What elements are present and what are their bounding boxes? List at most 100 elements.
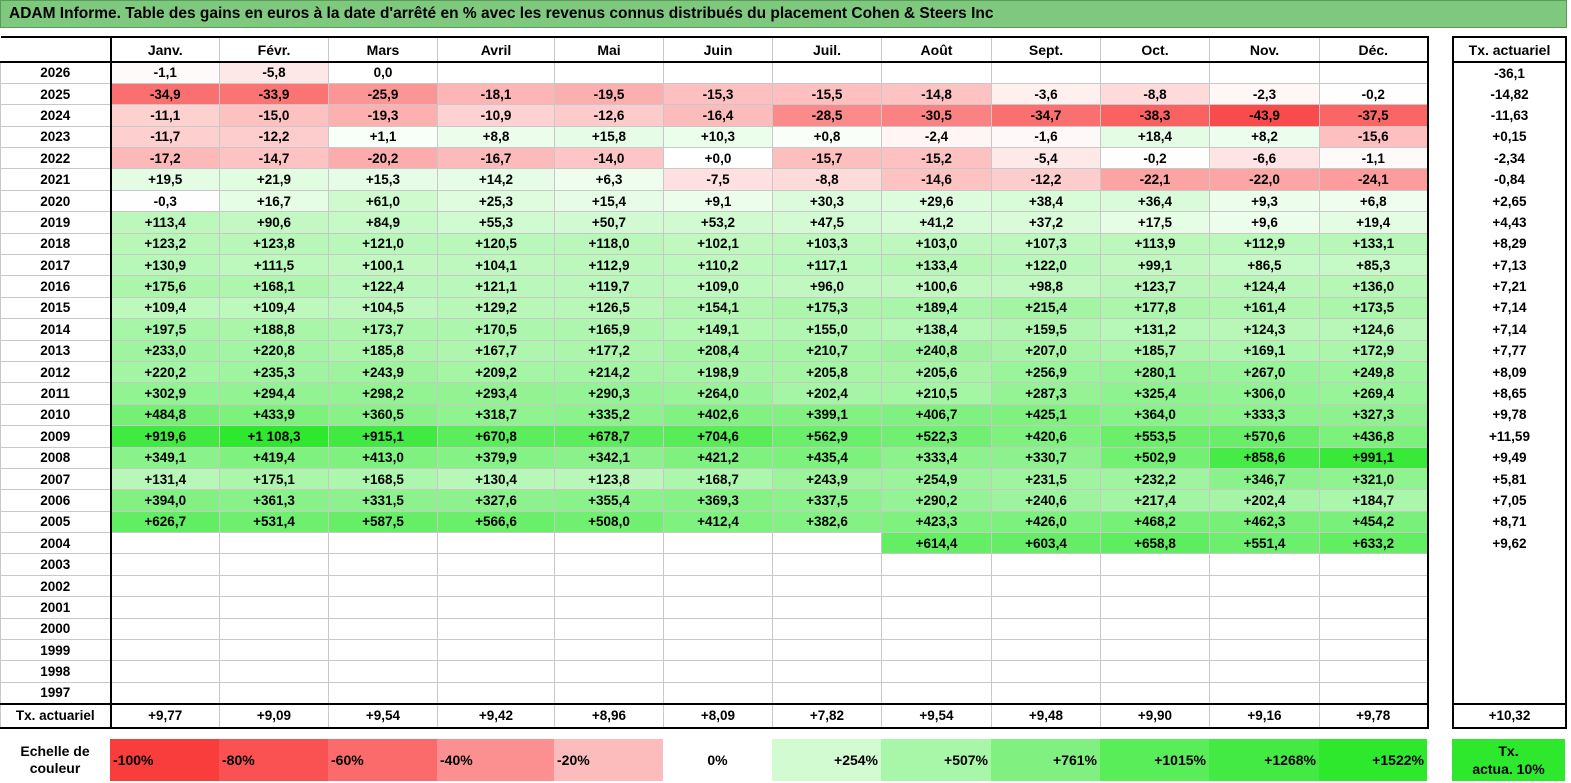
gain-cell bbox=[1100, 61, 1210, 84]
gain-cell bbox=[881, 681, 992, 705]
gain-cell bbox=[663, 574, 773, 598]
tx-legend-line1: Tx. bbox=[1498, 743, 1519, 759]
gain-cell bbox=[991, 617, 1101, 641]
gain-cell: +9,3 bbox=[1209, 189, 1320, 213]
year-label: 2013 bbox=[0, 339, 111, 362]
gain-cell: +122,0 bbox=[991, 254, 1101, 277]
gain-cell: +435,4 bbox=[772, 446, 882, 469]
year-label: 2020 bbox=[0, 189, 111, 213]
gain-cell: +436,8 bbox=[1319, 425, 1429, 448]
gain-cell bbox=[219, 574, 329, 598]
gain-cell: -1,1 bbox=[1319, 147, 1429, 170]
year-label: 2001 bbox=[0, 596, 111, 619]
gain-cell: +30,3 bbox=[772, 189, 882, 213]
gain-cell: -1,1 bbox=[109, 61, 220, 84]
gain-cell: +209,2 bbox=[437, 360, 555, 384]
gain-cell bbox=[772, 617, 882, 641]
color-scale-step: -100% bbox=[110, 739, 219, 781]
gain-cell bbox=[881, 553, 992, 576]
gain-cell: +406,7 bbox=[881, 403, 992, 427]
footer-rate-cell: +9,54 bbox=[881, 702, 992, 729]
gain-cell: +96,0 bbox=[772, 275, 882, 298]
gain-cell: +41,2 bbox=[881, 211, 992, 234]
gain-cell: +14,2 bbox=[437, 168, 555, 191]
gain-cell: +177,2 bbox=[554, 339, 664, 362]
gain-cell bbox=[109, 660, 220, 683]
gain-cell: -5,8 bbox=[219, 61, 329, 84]
gain-cell bbox=[663, 532, 773, 555]
gain-cell: +207,0 bbox=[991, 339, 1101, 362]
gain-cell: +240,8 bbox=[881, 339, 992, 362]
gain-cell: +111,5 bbox=[219, 254, 329, 277]
gain-cell: +169,1 bbox=[1209, 339, 1320, 362]
table-row: 2022 -17,2 -14,7 -20,2 -16,7 -14,0 +0,0 -15,7 -1… bbox=[0, 147, 1429, 170]
year-label: 2026 bbox=[0, 61, 111, 84]
color-scale-step: 0% bbox=[663, 739, 772, 781]
actuarial-rate-cell: +8,09 bbox=[1452, 361, 1567, 383]
gain-cell: +37,2 bbox=[991, 211, 1101, 234]
gain-cell bbox=[991, 639, 1101, 662]
gain-cell: +402,6 bbox=[663, 403, 773, 427]
gain-cell: -15,2 bbox=[881, 147, 992, 170]
gain-cell: +124,3 bbox=[1209, 318, 1320, 341]
gain-cell: +9,6 bbox=[1209, 211, 1320, 234]
gain-cell bbox=[1319, 596, 1429, 619]
gain-cell: +167,7 bbox=[437, 339, 555, 362]
gain-cell: +210,7 bbox=[772, 339, 882, 362]
gain-cell: +107,3 bbox=[991, 232, 1101, 256]
actuarial-rate-cell bbox=[1452, 553, 1567, 576]
gain-cell: -15,0 bbox=[219, 104, 329, 127]
year-label: 1998 bbox=[0, 660, 111, 683]
gain-cell bbox=[1319, 681, 1429, 705]
year-label: 2010 bbox=[0, 403, 111, 427]
gain-cell: +369,3 bbox=[663, 489, 773, 512]
table-row: 2013 +233,0 +220,8 +185,8 +167,7 +177,2 +208,4… bbox=[0, 339, 1429, 362]
gain-cell: +633,2 bbox=[1319, 532, 1429, 555]
gain-cell: -19,3 bbox=[328, 104, 438, 127]
gain-cell: -20,2 bbox=[328, 147, 438, 170]
gain-cell: -12,2 bbox=[219, 125, 329, 149]
table-row: 2006 +394,0 +361,3 +331,5 +327,6 +355,4 +369,3… bbox=[0, 489, 1429, 512]
gain-cell bbox=[1100, 681, 1210, 705]
year-label: 2003 bbox=[0, 553, 111, 576]
gain-cell bbox=[1100, 660, 1210, 683]
gain-cell: +454,2 bbox=[1319, 510, 1429, 534]
gain-cell: +302,9 bbox=[109, 382, 220, 405]
color-scale-step: +1522% bbox=[1319, 739, 1427, 781]
gain-cell: +915,1 bbox=[328, 425, 438, 448]
color-scale-label-line2: couleur bbox=[29, 760, 81, 776]
color-scale-step: +507% bbox=[881, 739, 991, 781]
table-row: 2019 +113,4 +90,6 +84,9 +55,3 +50,7 +53,2 +47,5… bbox=[0, 211, 1429, 234]
table-row: 2000 bbox=[0, 617, 1429, 641]
gain-cell bbox=[1209, 596, 1320, 619]
year-label: 2008 bbox=[0, 446, 111, 469]
gain-cell bbox=[437, 681, 555, 705]
gain-cell bbox=[328, 596, 438, 619]
gain-cell bbox=[663, 681, 773, 705]
footer-rate-cell: +9,90 bbox=[1100, 702, 1210, 729]
gain-cell bbox=[772, 660, 882, 683]
table-row: 2012 +220,2 +235,3 +243,9 +209,2 +214,2 +198,9… bbox=[0, 360, 1429, 384]
gain-cell bbox=[219, 532, 329, 555]
gain-cell: +1 108,3 bbox=[219, 425, 329, 448]
gain-cell: +100,1 bbox=[328, 254, 438, 277]
gain-cell: +103,0 bbox=[881, 232, 992, 256]
gain-cell: +185,8 bbox=[328, 339, 438, 362]
gain-cell bbox=[772, 574, 882, 598]
gain-cell: +85,3 bbox=[1319, 254, 1429, 277]
gain-cell bbox=[663, 617, 773, 641]
gain-cell bbox=[881, 639, 992, 662]
gain-cell: +287,3 bbox=[991, 382, 1101, 405]
gain-cell: +102,1 bbox=[663, 232, 773, 256]
gain-cell: +421,2 bbox=[663, 446, 773, 469]
gain-cell: +124,4 bbox=[1209, 275, 1320, 298]
color-scale-step: -40% bbox=[437, 739, 554, 781]
gain-cell bbox=[1319, 660, 1429, 683]
year-label: 2016 bbox=[0, 275, 111, 298]
gain-cell: +306,0 bbox=[1209, 382, 1320, 405]
tx-actuarial-legend: Tx. actua. 10% bbox=[1452, 739, 1565, 781]
gain-cell: +15,8 bbox=[554, 125, 664, 149]
actuarial-rate-cell: -14,82 bbox=[1452, 83, 1567, 105]
gain-cell bbox=[437, 660, 555, 683]
gain-cell: +704,6 bbox=[663, 425, 773, 448]
